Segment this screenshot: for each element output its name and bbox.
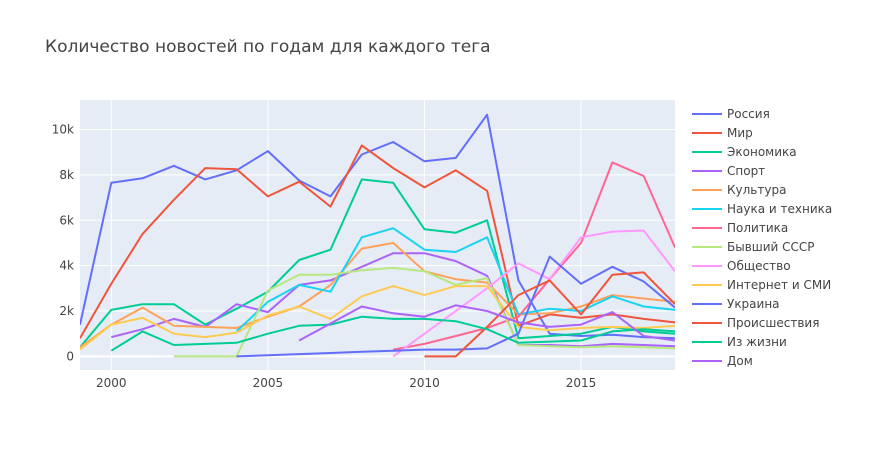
series-line[interactable] [80,144,675,339]
series-line[interactable] [80,113,675,340]
series-line[interactable] [424,271,676,358]
y-tick-label: 2k [59,304,74,318]
y-tick-label: 4k [59,259,74,273]
legend-label: Наука и техника [727,202,832,216]
legend-label: Интернет и СМИ [727,278,831,292]
legend-item[interactable]: Украина [692,297,780,311]
x-tick-label: 2010 [409,376,440,390]
x-tick-label: 2000 [96,376,127,390]
axis-ticks: 0 2k 4k 6k 8k 10k 2000 2005 2010 2015 [52,122,597,390]
y-tick-label: 8k [59,168,74,182]
legend-item[interactable]: Мир [692,126,753,140]
y-tick-label: 0 [66,349,74,363]
plot-area [80,100,675,370]
legend-item[interactable]: Наука и техника [692,202,832,216]
legend-item[interactable]: Спорт [692,164,765,178]
legend-item[interactable]: Из жизни [692,335,787,349]
legend-label: Украина [727,297,780,311]
legend-label: Общество [727,259,791,273]
legend-label: Бывший СССР [727,240,815,254]
legend-item[interactable]: Дом [692,354,753,368]
legend-label: Дом [727,354,753,368]
legend-item[interactable]: Россия [692,107,770,121]
series-line[interactable] [298,304,675,342]
series-line[interactable] [236,255,675,358]
series-line[interactable] [173,266,675,358]
legend-item[interactable]: Политика [692,221,788,235]
series-line[interactable] [392,229,675,358]
x-tick-label: 2005 [253,376,284,390]
legend-label: Культура [727,183,786,197]
series-line[interactable] [80,285,675,351]
legend-item[interactable]: Общество [692,259,791,273]
legend[interactable]: Россия Мир Экономика Спорт Культура Наука и т… [692,107,832,368]
legend-item[interactable]: Интернет и СМИ [692,278,831,292]
legend-label: Экономика [727,145,797,159]
legend-label: Мир [727,126,753,140]
legend-item[interactable]: Происшествия [692,316,819,330]
x-tick-label: 2015 [566,376,597,390]
legend-label: Россия [727,107,770,121]
series-line[interactable] [110,315,675,352]
y-tick-label: 10k [52,122,74,136]
series-line[interactable] [235,227,675,333]
legend-label: Политика [727,221,788,235]
legend-item[interactable]: Экономика [692,145,797,159]
gridlines [80,100,675,370]
legend-label: Происшествия [727,316,819,330]
series-lines [80,113,676,358]
series-line[interactable] [393,161,675,351]
legend-label: Спорт [727,164,765,178]
legend-item[interactable]: Культура [692,183,786,197]
legend-label: Из жизни [727,335,787,349]
chart-title: Количество новостей по годам для каждого… [45,37,491,57]
series-line[interactable] [80,178,675,348]
y-tick-label: 6k [59,213,74,227]
legend-item[interactable]: Бывший СССР [692,240,815,254]
